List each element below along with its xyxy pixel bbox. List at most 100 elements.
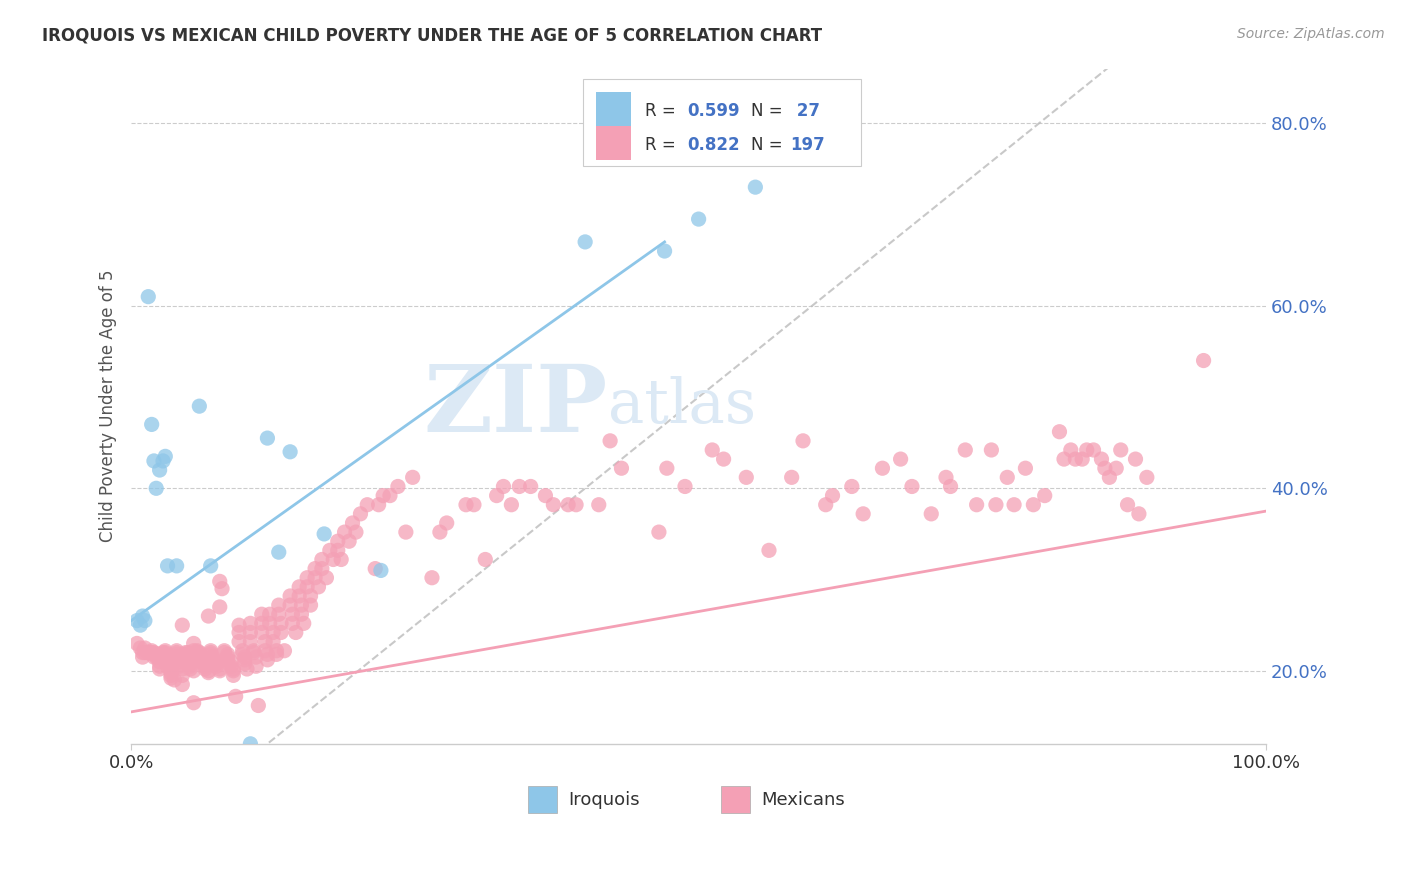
Point bbox=[1014, 461, 1036, 475]
Point bbox=[155, 653, 177, 667]
Point bbox=[236, 662, 259, 676]
Point bbox=[1064, 452, 1087, 467]
Point bbox=[370, 563, 392, 577]
Point bbox=[141, 644, 163, 658]
Point bbox=[373, 489, 395, 503]
Point bbox=[939, 479, 962, 493]
Point bbox=[599, 434, 621, 448]
Point bbox=[186, 644, 208, 658]
Point bbox=[160, 665, 183, 680]
Point bbox=[222, 668, 245, 682]
Point bbox=[281, 607, 304, 622]
Point bbox=[166, 646, 188, 660]
Point bbox=[141, 646, 163, 660]
Point bbox=[200, 646, 222, 660]
Point bbox=[299, 598, 322, 612]
Point bbox=[267, 607, 290, 622]
Point bbox=[267, 598, 290, 612]
Point bbox=[217, 650, 239, 665]
Point bbox=[155, 650, 177, 665]
Point bbox=[378, 489, 401, 503]
Point bbox=[262, 625, 284, 640]
Text: Source: ZipAtlas.com: Source: ZipAtlas.com bbox=[1237, 27, 1385, 41]
Point bbox=[160, 662, 183, 676]
Point bbox=[219, 655, 242, 669]
Point bbox=[326, 543, 349, 558]
Point bbox=[149, 659, 172, 673]
Point bbox=[152, 648, 174, 662]
Point bbox=[1090, 452, 1112, 467]
Point bbox=[821, 489, 844, 503]
Point bbox=[281, 616, 304, 631]
Point bbox=[702, 442, 724, 457]
Point bbox=[319, 543, 342, 558]
Point bbox=[349, 507, 371, 521]
Point bbox=[454, 498, 477, 512]
Point bbox=[211, 582, 233, 596]
Point bbox=[179, 657, 201, 671]
Point bbox=[228, 618, 250, 632]
Point bbox=[1022, 498, 1045, 512]
Point bbox=[247, 698, 270, 713]
Point bbox=[254, 634, 277, 648]
Point bbox=[245, 650, 267, 665]
Point bbox=[485, 489, 508, 503]
Point bbox=[534, 489, 557, 503]
Point bbox=[1136, 470, 1159, 484]
Point bbox=[267, 545, 290, 559]
FancyBboxPatch shape bbox=[596, 126, 630, 160]
Point bbox=[984, 498, 1007, 512]
Point bbox=[208, 574, 231, 589]
Point bbox=[344, 525, 367, 540]
Point bbox=[231, 648, 253, 662]
Point bbox=[744, 180, 766, 194]
Point bbox=[194, 659, 217, 673]
Point bbox=[239, 737, 262, 751]
Point bbox=[1125, 452, 1147, 467]
Point bbox=[183, 696, 205, 710]
Point bbox=[273, 644, 295, 658]
Point bbox=[1083, 442, 1105, 457]
Point bbox=[254, 644, 277, 658]
Point bbox=[364, 561, 387, 575]
Point bbox=[142, 650, 165, 665]
Point bbox=[219, 659, 242, 673]
Point bbox=[814, 498, 837, 512]
Point bbox=[420, 571, 443, 585]
Point bbox=[233, 657, 256, 671]
Point bbox=[239, 616, 262, 631]
Point bbox=[197, 664, 219, 678]
Point bbox=[935, 470, 957, 484]
Point bbox=[145, 481, 167, 495]
Point bbox=[166, 648, 188, 662]
Point bbox=[172, 662, 194, 676]
Point bbox=[508, 479, 530, 493]
Point bbox=[201, 650, 224, 665]
Point bbox=[519, 479, 541, 493]
Point bbox=[792, 434, 814, 448]
Point bbox=[217, 653, 239, 667]
Point bbox=[841, 479, 863, 493]
Point bbox=[231, 644, 253, 658]
Point bbox=[565, 498, 588, 512]
Text: 197: 197 bbox=[790, 136, 825, 153]
Point bbox=[177, 646, 200, 660]
Point bbox=[574, 235, 596, 249]
Point bbox=[1109, 442, 1132, 457]
Point bbox=[149, 662, 172, 676]
Point bbox=[387, 479, 409, 493]
Point bbox=[172, 618, 194, 632]
Point bbox=[174, 648, 197, 662]
FancyBboxPatch shape bbox=[583, 78, 860, 167]
Point bbox=[284, 625, 307, 640]
Point bbox=[314, 527, 336, 541]
Point bbox=[177, 650, 200, 665]
Point bbox=[245, 659, 267, 673]
Point bbox=[200, 644, 222, 658]
Point bbox=[852, 507, 875, 521]
Point bbox=[872, 461, 894, 475]
Point bbox=[543, 498, 565, 512]
Point bbox=[155, 646, 177, 660]
Point bbox=[155, 644, 177, 658]
Point bbox=[311, 552, 333, 566]
